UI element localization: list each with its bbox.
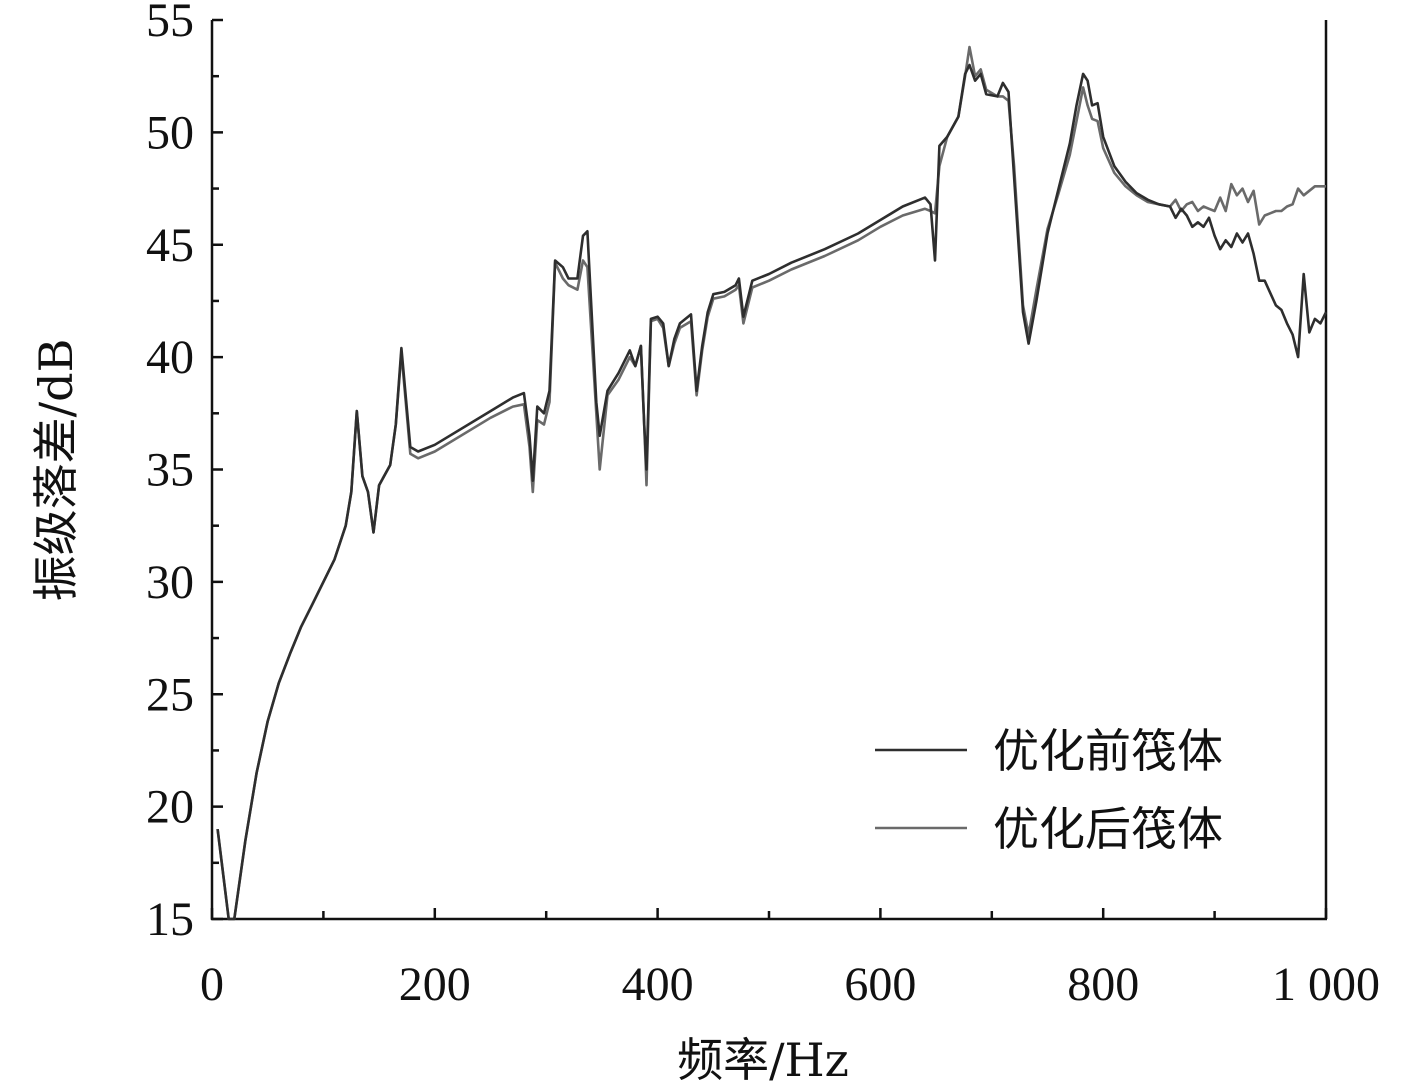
y-tick-label: 35 (146, 444, 194, 497)
y-tick-label: 50 (146, 106, 194, 159)
legend-label: 优化后筏体 (993, 802, 1223, 856)
series-line (216, 45, 1326, 921)
y-tick-label: 30 (146, 556, 194, 609)
x-tick-label: 600 (844, 958, 916, 1011)
x-tick-label: 0 (200, 958, 224, 1011)
x-tick-label: 200 (399, 958, 471, 1011)
y-tick-label: 45 (146, 219, 194, 272)
y-tick-label: 20 (146, 781, 194, 834)
y-tick-label: 15 (146, 893, 194, 946)
x-tick-label: 800 (1067, 958, 1139, 1011)
y-tick-label: 40 (146, 331, 194, 384)
x-tick-label: 1 000 (1272, 958, 1380, 1011)
y-tick-label: 55 (146, 0, 194, 47)
series-lines (216, 45, 1328, 921)
y-tick-label: 25 (146, 668, 194, 721)
x-tick-label: 400 (622, 958, 694, 1011)
y-axis-title: 振级落差/dB (29, 339, 83, 602)
series-line (216, 63, 1328, 921)
x-axis-title: 频率/Hz (677, 1033, 849, 1084)
axes: 15 20 25 30 35 40 45 50 55 0 200 400 600 800 1 000 (146, 0, 1380, 1011)
legend-label: 优化前筏体 (993, 724, 1223, 778)
